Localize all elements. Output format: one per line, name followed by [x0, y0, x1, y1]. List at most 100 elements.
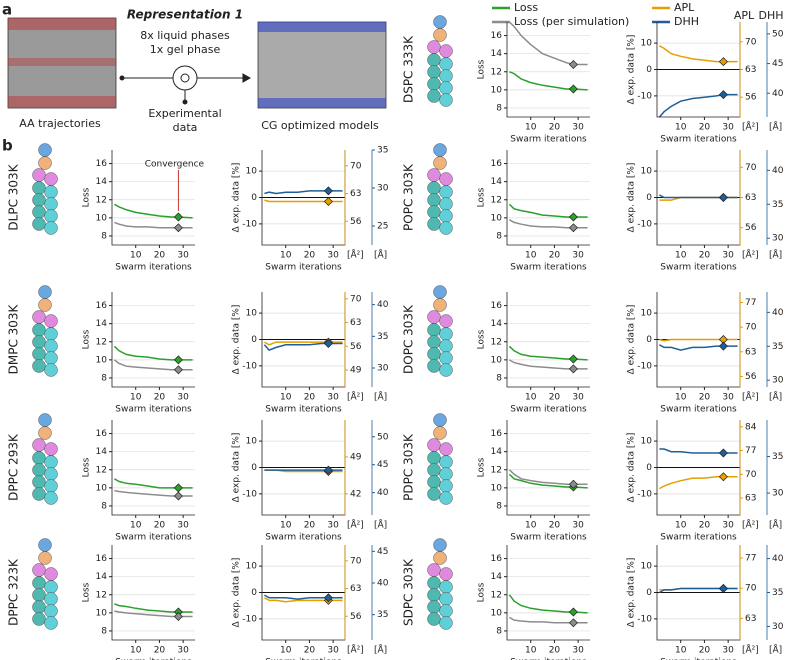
bead [38, 538, 52, 552]
best-marker [173, 365, 183, 375]
panel-title: DOPC 303K [402, 304, 416, 374]
y-tick-label: 16 [491, 429, 503, 439]
y-tick-label: 8 [101, 626, 107, 636]
bead [427, 576, 441, 590]
bead [439, 314, 453, 328]
x-tick-label: 10 [130, 646, 142, 656]
bead [427, 323, 441, 337]
x-tick-label: 30 [572, 123, 584, 133]
axis-unit: [Å] [769, 391, 782, 403]
bead [427, 600, 441, 614]
bead [427, 181, 441, 195]
bead [439, 69, 453, 83]
liquid: 8x liquid phases [140, 29, 230, 42]
y-tick-label: 42 [350, 489, 361, 499]
axis-unit: [Å²] [742, 644, 759, 656]
bead [427, 168, 441, 182]
best-marker [718, 584, 728, 594]
y-tick-label: 0 [251, 588, 257, 598]
bead [32, 193, 46, 207]
bead [44, 209, 58, 223]
y-tick-label: 63 [745, 614, 756, 624]
y-axis-label: Δ exp. data [%] [627, 35, 637, 105]
y-tick-label: 12 [491, 195, 502, 205]
y-tick-label: 70 [745, 323, 757, 333]
bead [427, 310, 441, 324]
y-tick-label: 10 [96, 355, 108, 365]
y-tick-label: 40 [377, 488, 389, 498]
axis-unit: [Å²] [742, 121, 759, 133]
axes [111, 292, 195, 388]
y-tick-label: 0 [251, 193, 257, 203]
x-tick-label: 10 [525, 521, 537, 531]
bead [44, 592, 58, 606]
y-tick-label: -10 [637, 91, 652, 101]
y-tick-label: 35 [772, 200, 783, 210]
bead [439, 209, 453, 223]
panel-title: PDPC 303K [402, 433, 416, 501]
bead [44, 221, 58, 235]
y-tick-label: -10 [242, 361, 257, 371]
x-tick-label: 10 [525, 393, 537, 403]
x-tick-label: 30 [572, 521, 584, 531]
x-tick-label: 20 [699, 251, 711, 261]
axes [111, 150, 195, 246]
bead [44, 185, 58, 199]
bead [427, 475, 441, 489]
y-tick-label: 10 [491, 85, 503, 95]
y-axis-label: Δ exp. data [%] [627, 558, 637, 628]
bead [427, 451, 441, 465]
x-tick-label: 30 [327, 521, 339, 531]
y-tick-label: 70 [745, 163, 757, 173]
axis-unit: [Å²] [742, 249, 759, 261]
y-tick-label: 14 [96, 447, 108, 457]
bead [44, 467, 58, 481]
bead [32, 600, 46, 614]
y-tick-label: 63 [350, 318, 361, 328]
axes [111, 545, 195, 641]
axis-unit: [Å] [374, 249, 387, 261]
x-tick-label: 20 [549, 123, 561, 133]
cg-box [257, 21, 387, 109]
best-marker [568, 364, 578, 374]
best-marker [568, 607, 578, 617]
y-tick-label: 40 [377, 579, 389, 589]
experimental: data [173, 121, 198, 134]
x-tick-label: 30 [572, 251, 584, 261]
y-tick-label: 10 [491, 213, 503, 223]
y-tick-label: 49 [350, 366, 362, 376]
bead [439, 351, 453, 365]
bead [44, 351, 58, 365]
y-tick-label: 77 [745, 298, 756, 308]
x-axis-label: Swarm iterations [510, 533, 587, 543]
x-tick-label: 30 [177, 251, 189, 261]
y-tick-label: 10 [96, 213, 108, 223]
y-tick-label: 14 [491, 447, 503, 457]
bead [439, 604, 453, 618]
x-tick-label: 20 [699, 646, 711, 656]
y-tick-label: 63 [745, 347, 756, 357]
y-tick-label: 0 [251, 463, 257, 473]
x-axis-label: Swarm iterations [510, 263, 587, 273]
y-tick-label: 30 [772, 376, 784, 386]
bead [439, 567, 453, 581]
bead [32, 438, 46, 452]
bead [439, 339, 453, 353]
y-tick-label: 10 [491, 355, 503, 365]
axes [506, 420, 590, 516]
best-marker [718, 341, 728, 351]
best-marker [173, 223, 183, 233]
legend-label: DHH [674, 15, 699, 28]
x-tick-label: 20 [549, 521, 561, 531]
y-tick-label: 12 [96, 337, 107, 347]
y-tick-label: 10 [96, 608, 108, 618]
y-tick-label: 40 [377, 300, 389, 310]
cg-caption: CG optimized models [261, 119, 379, 132]
y-tick-label: 56 [350, 217, 362, 227]
bead [439, 580, 453, 594]
x-tick-label: 10 [280, 646, 292, 656]
bead [427, 193, 441, 207]
bead [32, 181, 46, 195]
y-tick-label: 10 [641, 437, 653, 447]
x-tick-label: 30 [722, 521, 734, 531]
